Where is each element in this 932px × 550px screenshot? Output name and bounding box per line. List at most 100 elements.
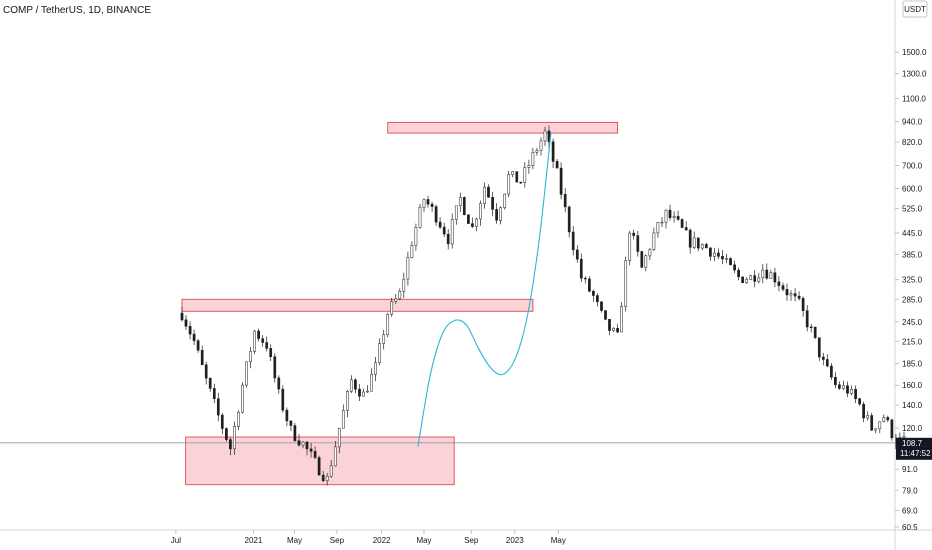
candle-body	[370, 374, 373, 392]
candle-body	[515, 171, 519, 183]
candle-body	[208, 377, 212, 389]
candle-body	[813, 326, 817, 338]
candle-body	[527, 165, 531, 168]
candle-body	[890, 419, 894, 439]
candle-body	[886, 417, 890, 421]
candle-body	[313, 451, 317, 458]
candle-body	[390, 301, 394, 315]
candle-body	[487, 186, 490, 198]
candle-body	[882, 417, 886, 422]
candle-body	[204, 364, 208, 379]
price-tick-label: 820.0	[902, 138, 923, 147]
candle-body	[495, 209, 498, 221]
last-price-label: 108.7	[902, 439, 923, 448]
candle-body	[757, 277, 761, 282]
candle-body	[458, 197, 462, 207]
price-tag: 108.7 11:47:52	[896, 437, 932, 460]
candle-body	[684, 227, 688, 231]
candle-body	[660, 221, 664, 224]
candle-body	[773, 272, 777, 283]
candle-body	[261, 338, 265, 343]
candle-body	[676, 216, 680, 220]
candle-body	[337, 427, 341, 448]
candle-body	[733, 264, 736, 271]
candle-body	[834, 376, 837, 385]
candle-body	[366, 390, 369, 393]
candle-body	[483, 186, 486, 204]
top-zone[interactable]	[387, 121, 619, 134]
candle-body	[430, 203, 434, 207]
candle-body	[503, 193, 507, 209]
candle-body	[563, 194, 567, 208]
candle-body	[644, 255, 648, 268]
candle-body	[293, 425, 297, 441]
candle-body	[785, 289, 789, 296]
candle-body	[805, 310, 809, 328]
candle-body	[382, 334, 386, 344]
time-tick-label: May	[416, 536, 431, 545]
price-tick-label: 69.0	[902, 506, 918, 515]
candle-body	[583, 277, 587, 280]
candle-body	[192, 333, 196, 341]
candle-body	[555, 161, 559, 169]
candle-body	[184, 319, 188, 327]
candle-body	[406, 257, 410, 280]
price-tick-label: 940.0	[902, 118, 923, 127]
candle-body	[285, 409, 289, 422]
candle-body	[579, 258, 583, 279]
candle-body	[398, 290, 402, 300]
candle-body	[454, 205, 458, 220]
candle-body	[559, 167, 563, 195]
candle-body	[709, 247, 712, 257]
candle-body	[596, 295, 599, 303]
candle-body	[265, 342, 269, 349]
candle-body	[797, 295, 801, 299]
candle-body	[479, 203, 482, 220]
candle-body	[700, 244, 704, 249]
candle-body	[737, 269, 740, 278]
candle-body	[874, 428, 878, 431]
candle-body	[604, 310, 607, 320]
price-tick-label: 120.0	[902, 424, 923, 433]
candle-body	[592, 290, 595, 296]
candle-body	[793, 293, 797, 297]
candle-body	[362, 391, 365, 397]
candle-body	[269, 348, 273, 357]
candle-body	[632, 232, 636, 236]
candle-body	[523, 167, 527, 183]
candle-body	[789, 293, 793, 296]
candle-body	[725, 258, 728, 260]
middle-zone[interactable]	[181, 298, 534, 312]
candle-body	[446, 233, 450, 245]
candle-body	[866, 415, 870, 419]
candle-body	[341, 410, 345, 429]
time-tick-label: 2022	[373, 536, 391, 545]
candle-body	[438, 221, 442, 228]
candle-body	[830, 365, 833, 378]
candle-body	[535, 150, 539, 153]
candle-body	[241, 384, 244, 413]
candle-body	[386, 314, 390, 335]
price-tick-label: 1100.0	[902, 94, 926, 103]
candle-body	[402, 278, 406, 292]
price-tick-label: 160.0	[902, 381, 923, 390]
candle-body	[713, 252, 716, 257]
candle-body	[374, 362, 377, 375]
price-tick-label: 245.0	[902, 318, 923, 327]
price-tick-label: 1500.0	[902, 48, 927, 57]
candle-body	[628, 232, 632, 261]
candle-body	[539, 140, 543, 151]
time-tick-label: 2021	[245, 536, 263, 545]
candle-body	[253, 330, 256, 352]
candle-body	[309, 448, 313, 452]
candle-body	[801, 298, 805, 311]
candle-body	[854, 389, 857, 400]
candle-body	[781, 285, 785, 290]
candle-body	[507, 174, 511, 195]
candle-body	[878, 421, 882, 430]
price-tick-label: 385.0	[902, 251, 923, 260]
candle-body	[410, 245, 414, 258]
candle-body	[858, 398, 861, 405]
